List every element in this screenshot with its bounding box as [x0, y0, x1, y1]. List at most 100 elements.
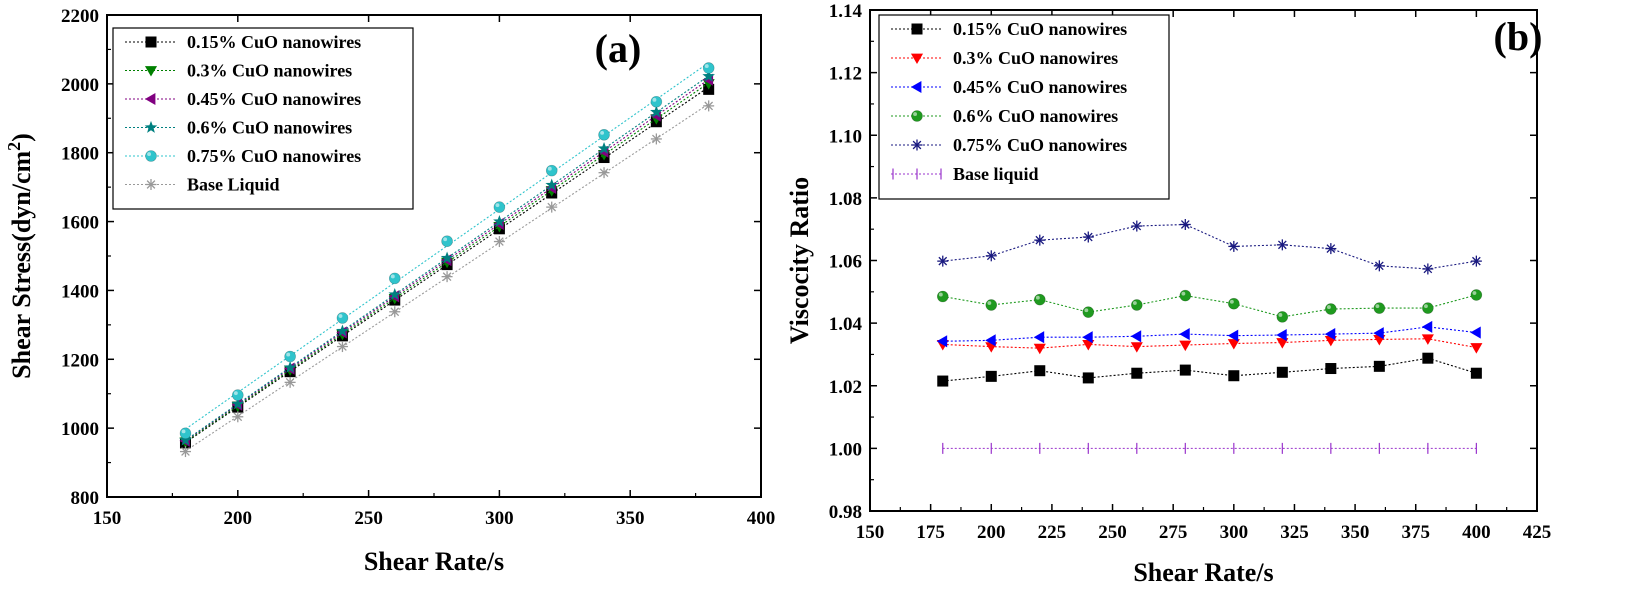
chart-b-data-point-highlight — [1375, 304, 1380, 309]
chart-a-data-point-shape — [440, 251, 454, 264]
chart-a-data-point-shape — [545, 164, 558, 177]
chart-b-data-point-shape — [1276, 328, 1287, 342]
chart-b-data-point-highlight — [1132, 301, 1137, 305]
chart-b-legend: 0.15% CuO nanowires 0.3% CuO nanowires 0.4… — [878, 14, 1170, 200]
chart-b-data-point — [985, 299, 998, 311]
chart-b-data-point-shape — [1179, 340, 1192, 352]
chart-b-series-line-2 — [942, 326, 1477, 342]
chart-b-legend-item: 0.45% CuO nanowires — [891, 77, 1127, 97]
chart-b-data-point-shape — [1422, 352, 1434, 364]
chart-a-legend-marker-shape — [145, 36, 157, 48]
chart-b-data-point-shape — [1276, 366, 1288, 378]
chart-a-data-point — [284, 350, 296, 363]
chart-b-data-point-shape — [1470, 289, 1483, 301]
chart-b-legend-item: 0.6% CuO nanowires — [891, 106, 1118, 126]
chart-b-x-tick-label: 400 — [1462, 522, 1491, 543]
chart-b-x-tick-label: 300 — [1220, 522, 1249, 543]
chart-a-x-tick-label: 150 — [93, 508, 122, 529]
chart-a-data-point-stroke — [233, 412, 243, 422]
chart-b-data-point — [1422, 302, 1434, 314]
chart-b-series-line-3 — [942, 294, 1477, 318]
chart-a-y-tick-label: 800 — [71, 488, 100, 509]
chart-a-data-point-highlight — [600, 130, 605, 135]
chart-b-data-point — [1276, 239, 1288, 251]
chart-a-y-tick-label: 1000 — [61, 419, 99, 440]
chart-a-data-point — [441, 271, 453, 283]
chart-b-data-point — [1179, 289, 1192, 302]
chart-b-series-line-4 — [942, 223, 1477, 270]
chart-a-series-5 — [179, 100, 715, 458]
chart-b-data-point-stroke — [986, 251, 996, 261]
chart-a-y-tick-label: 1600 — [61, 213, 99, 234]
chart-b-data-point-shape — [985, 299, 998, 311]
chart-b-data-point — [1228, 297, 1240, 310]
chart-a-y-tick-label: 2200 — [61, 6, 99, 27]
chart-a-data-point-stroke — [704, 101, 714, 111]
chart-b-data-point-stroke — [1083, 232, 1093, 242]
chart-a-data-point — [231, 397, 245, 410]
chart-a-data-point-highlight — [704, 64, 709, 69]
chart-a-x-tick-label: 300 — [485, 508, 514, 529]
chart-b-series-line-1 — [942, 338, 1477, 349]
chart-a-x-axis-title: Shear Rate/s — [364, 547, 504, 576]
chart-a-legend-item: 0.75% CuO nanowires — [125, 146, 361, 166]
chart-b-data-point-shape — [936, 335, 948, 348]
chart-b-data-point-shape — [1421, 320, 1433, 333]
chart-b-legend-marker — [910, 53, 924, 65]
chart-b-data-point-stroke — [1423, 264, 1433, 274]
chart-b-data-point — [1325, 303, 1337, 315]
chart-a-data-point-stroke — [442, 272, 452, 282]
chart-b-data-point — [1033, 293, 1046, 306]
chart-a-data-point-stroke — [547, 202, 557, 212]
chart-a-y-tick-label: 1200 — [61, 350, 99, 371]
chart-a-data-point — [284, 376, 296, 388]
chart-b-legend-label: 0.3% CuO nanowires — [953, 48, 1118, 68]
chart-a-data-point-highlight — [338, 314, 343, 318]
chart-b-data-point-stroke — [1472, 256, 1481, 266]
chart-a-series-line-4 — [185, 62, 709, 430]
chart-a-series-3 — [179, 69, 715, 446]
chart-b-data-point-stroke — [1180, 220, 1190, 229]
chart-b-data-point — [1130, 342, 1143, 353]
chart-b-data-point — [937, 255, 949, 267]
chart-b-data-point — [1227, 329, 1239, 342]
chart-b-data-point-highlight — [1035, 295, 1040, 300]
chart-a-legend-box — [112, 27, 414, 210]
chart-b-data-point — [1227, 339, 1240, 350]
chart-a-y-tick-label: 2000 — [61, 75, 99, 96]
chart-b-data-point-stroke — [1035, 235, 1045, 245]
chart-b-data-point — [1082, 372, 1094, 384]
chart-a-data-point — [336, 312, 349, 324]
chart-a-data-point-highlight — [443, 237, 448, 242]
chart-b-data-point — [1179, 328, 1190, 341]
chart-b-data-point — [1130, 330, 1142, 343]
chart-a-data-point-shape — [232, 389, 244, 401]
chart-a-x-tick-label: 400 — [747, 508, 776, 529]
chart-b-data-point-shape — [1131, 299, 1143, 311]
chart-b-data-point — [1082, 331, 1093, 344]
chart-b-data-point — [1470, 326, 1481, 339]
chart-b-series-1 — [936, 334, 1483, 355]
chart-a-data-point-shape — [545, 178, 558, 191]
chart-b-data-point-highlight — [1472, 291, 1477, 295]
chart-b-data-point — [1082, 306, 1095, 318]
chart-b-legend-marker — [910, 80, 922, 94]
chart-b-legend-marker-shape — [911, 23, 923, 35]
chart-a-data-point-shape — [702, 69, 715, 82]
chart-b-y-tick-label: 1.06 — [829, 252, 862, 273]
chart-a-legend-marker-shape — [145, 150, 157, 162]
chart-a-data-point-highlight — [547, 166, 552, 171]
chart-b-series-5 — [942, 442, 1477, 454]
chart-a-data-point — [493, 236, 505, 248]
chart-b-x-axis-title: Shear Rate/s — [1133, 558, 1273, 587]
chart-b-data-point-shape — [1373, 302, 1386, 314]
chart-a-data-point-shape — [493, 201, 506, 213]
chart-b-data-point — [1276, 328, 1287, 342]
chart-a-data-point — [232, 411, 244, 423]
chart-b-x-tick-label: 150 — [856, 522, 885, 543]
chart-b-x-tick-label: 425 — [1523, 522, 1552, 543]
chart-b-x-tick-label: 250 — [1098, 522, 1127, 543]
chart-a-legend-label: 0.15% CuO nanowires — [187, 32, 361, 52]
chart-b-data-point-shape — [1228, 297, 1240, 310]
chart-a-data-point — [650, 133, 662, 145]
